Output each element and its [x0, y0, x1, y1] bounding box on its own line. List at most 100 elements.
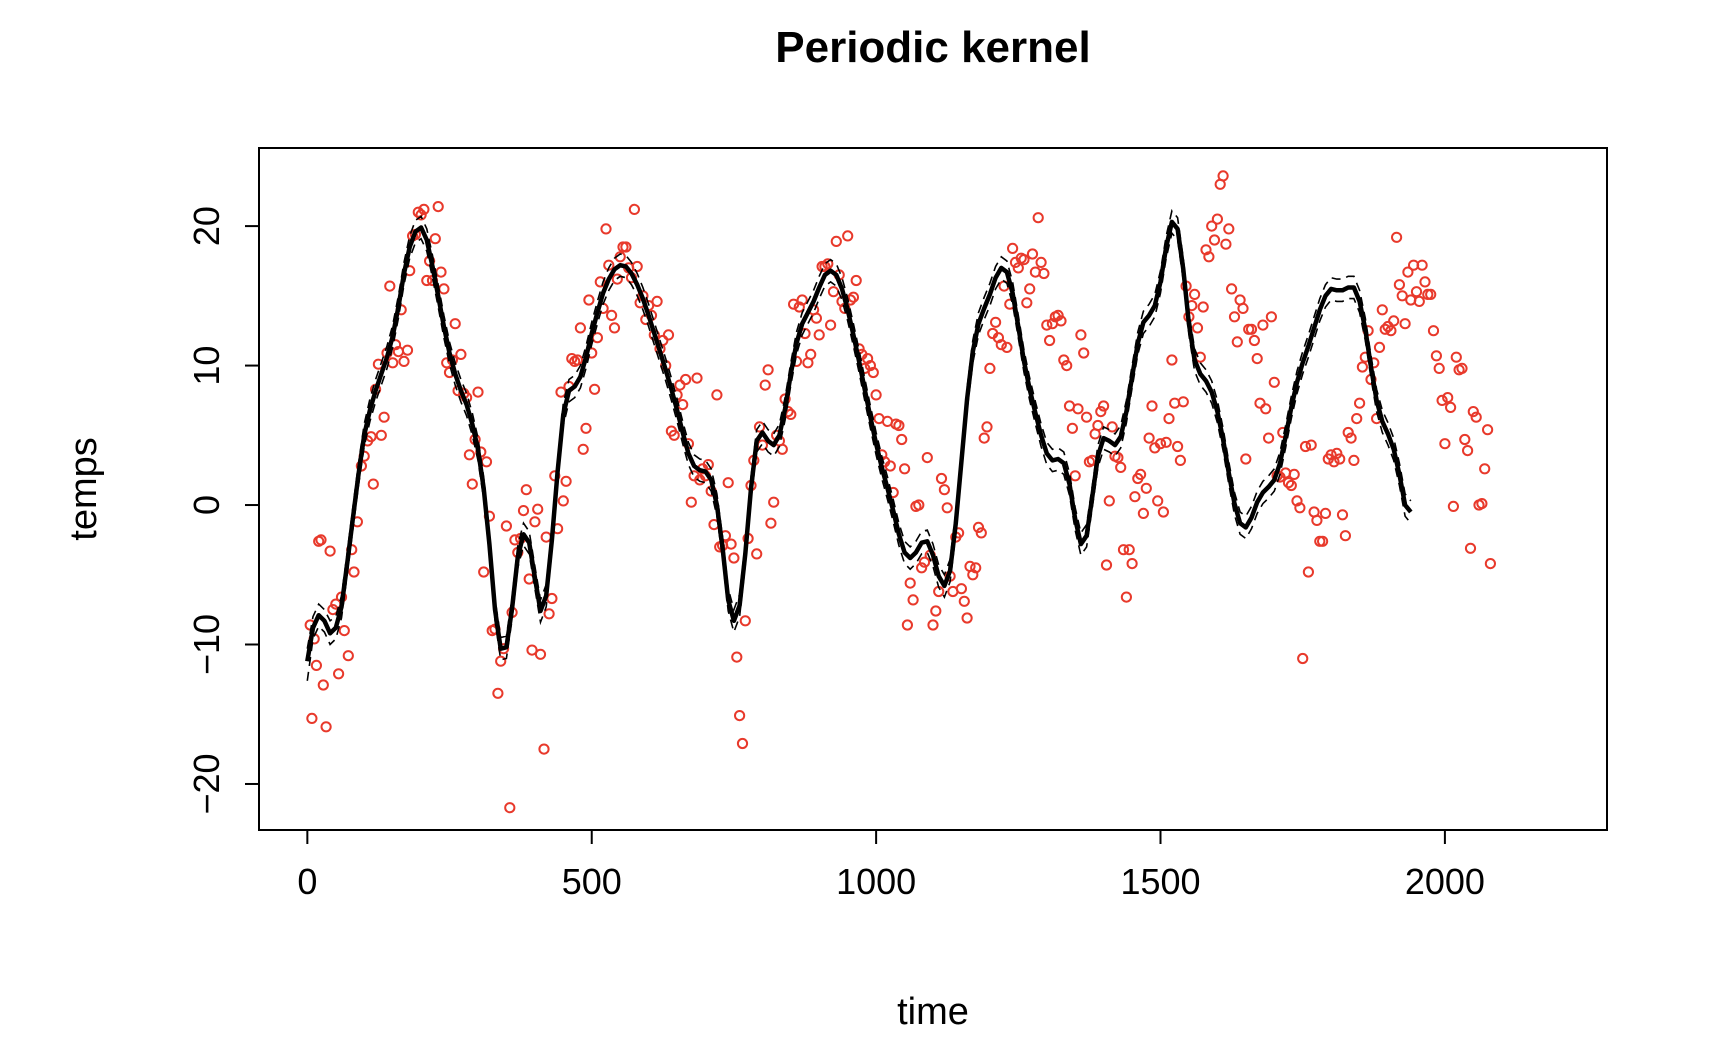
- confidence-band: [306, 209, 1412, 681]
- data-point: [591, 332, 604, 344]
- data-point: [1012, 262, 1024, 274]
- data-point: [907, 594, 919, 606]
- data-point: [1339, 530, 1352, 542]
- data-point: [348, 566, 360, 578]
- data-point: [1385, 325, 1397, 337]
- data-point: [1476, 498, 1488, 510]
- data-point: [901, 619, 914, 631]
- data-point: [583, 294, 595, 306]
- data-point: [1388, 315, 1400, 327]
- data-point: [739, 615, 751, 627]
- data-point: [1032, 212, 1044, 224]
- data-point: [1174, 454, 1187, 466]
- data-point: [320, 721, 332, 733]
- data-point: [1379, 323, 1391, 335]
- data-point: [566, 353, 578, 365]
- data-point: [899, 463, 911, 475]
- data-point: [1263, 432, 1275, 444]
- data-point: [913, 499, 925, 511]
- fit-line: [305, 219, 1413, 662]
- data-point: [990, 316, 1002, 328]
- data-point: [830, 235, 842, 247]
- data-point: [810, 312, 823, 324]
- y-tick-label: −20: [186, 753, 227, 814]
- data-point: [429, 233, 441, 245]
- data-point: [1018, 254, 1030, 266]
- data-point: [736, 737, 749, 750]
- data-point: [1336, 509, 1349, 521]
- data-point: [378, 411, 390, 423]
- data-point: [333, 668, 345, 680]
- data-point: [884, 460, 896, 472]
- data-point: [1123, 544, 1135, 556]
- data-point: [1066, 422, 1079, 434]
- x-axis-label: time: [897, 991, 969, 1033]
- data-point: [631, 260, 643, 273]
- x-tick-label: 0: [297, 861, 317, 902]
- data-point: [1237, 302, 1249, 314]
- data-point: [1299, 440, 1312, 453]
- data-point: [472, 386, 484, 398]
- data-point: [1248, 334, 1261, 347]
- data-point: [927, 619, 939, 631]
- data-point: [827, 286, 840, 298]
- data-point: [628, 203, 641, 215]
- data-point: [1393, 279, 1406, 291]
- data-point: [1035, 256, 1047, 268]
- data-point: [1129, 491, 1141, 503]
- data-point: [725, 538, 737, 550]
- data-point: [324, 545, 336, 557]
- data-point: [1245, 323, 1258, 335]
- data-point: [1464, 542, 1477, 554]
- data-point: [1427, 325, 1440, 337]
- data-point: [955, 583, 968, 595]
- data-point: [606, 309, 618, 321]
- data-point: [862, 353, 874, 365]
- data-point: [711, 389, 723, 401]
- data-point: [1072, 403, 1084, 415]
- data-point: [1154, 438, 1167, 450]
- data-point: [1419, 276, 1431, 288]
- data-point: [557, 495, 569, 507]
- data-point: [662, 329, 675, 341]
- data-point: [1157, 506, 1170, 518]
- data-point: [1416, 259, 1428, 271]
- data-point: [1007, 242, 1019, 254]
- data-point: [435, 266, 447, 278]
- data-point: [1115, 461, 1127, 473]
- data-point: [850, 274, 862, 287]
- data-point: [805, 348, 817, 360]
- data-point: [1254, 397, 1266, 409]
- data-point: [517, 505, 530, 517]
- data-point: [1425, 288, 1437, 300]
- data-point: [734, 710, 746, 722]
- data-point: [1433, 362, 1445, 374]
- data-point: [916, 562, 928, 574]
- data-point: [768, 496, 780, 508]
- data-point: [1055, 315, 1067, 327]
- y-tick-label: 10: [186, 346, 227, 386]
- data-point: [677, 399, 689, 411]
- data-point: [1240, 453, 1252, 465]
- data-point: [1331, 447, 1343, 459]
- data-point: [1265, 311, 1278, 323]
- data-point: [918, 556, 931, 568]
- data-point: [1439, 438, 1451, 450]
- data-point: [594, 276, 606, 288]
- data-point: [438, 283, 450, 295]
- data-point: [1208, 234, 1221, 246]
- data-point: [412, 206, 424, 218]
- data-point: [432, 201, 444, 213]
- data-point: [526, 644, 538, 656]
- data-point: [338, 625, 350, 637]
- data-point: [1317, 535, 1329, 547]
- data-point: [651, 295, 663, 307]
- x-tick-label: 500: [562, 861, 622, 902]
- data-point: [1436, 394, 1448, 406]
- data-point: [1302, 566, 1315, 578]
- data-point: [1206, 220, 1218, 232]
- data-point: [504, 802, 516, 814]
- data-point: [751, 548, 763, 560]
- data-point: [992, 332, 1005, 344]
- data-point: [674, 379, 686, 391]
